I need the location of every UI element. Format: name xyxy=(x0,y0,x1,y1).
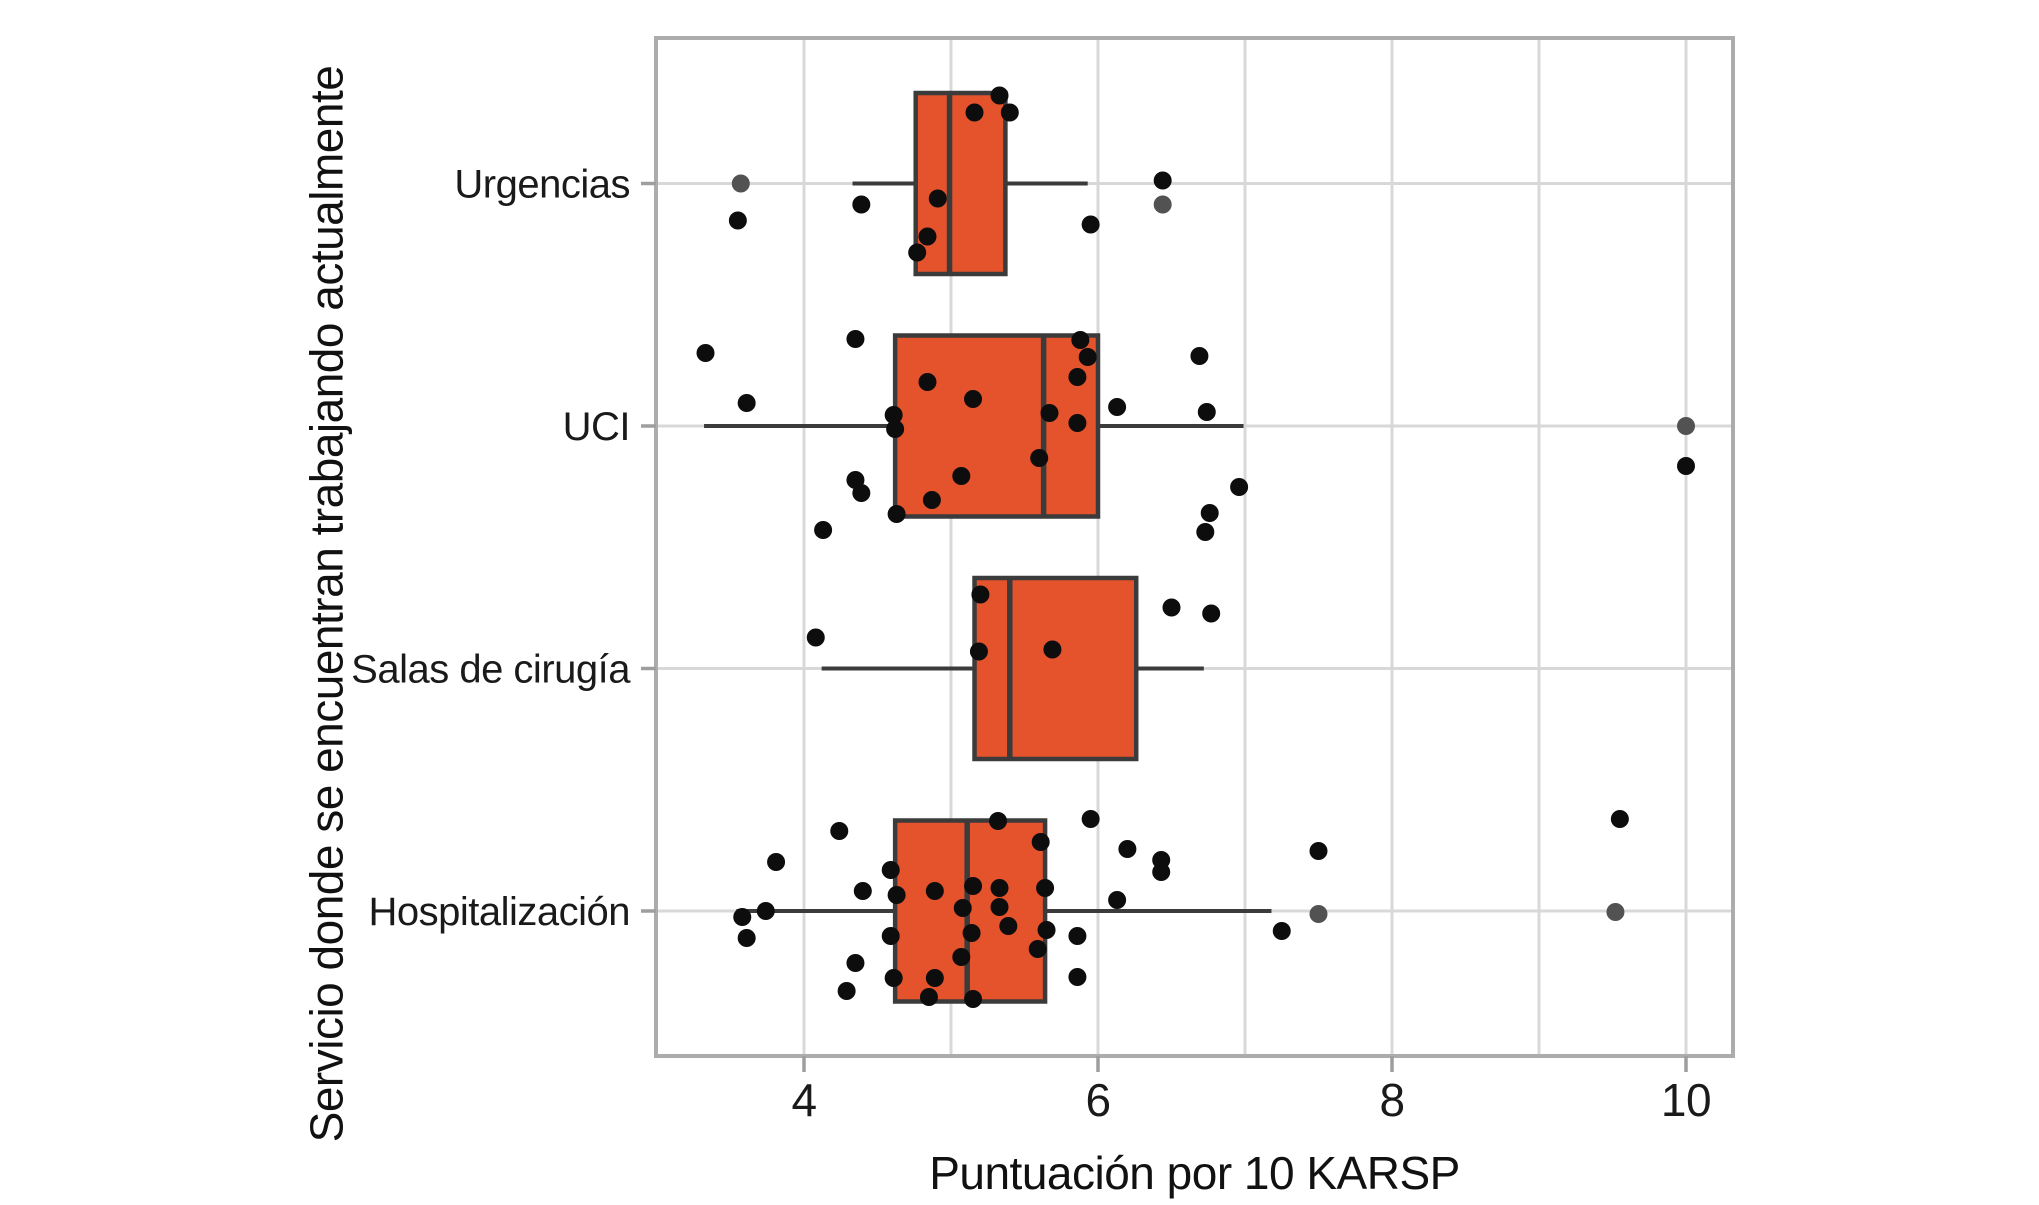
jitter-point-urgencias xyxy=(1000,103,1019,122)
jitter-point-hospitalizaci-n xyxy=(1081,810,1100,828)
jitter-point-hospitalizaci-n xyxy=(1036,879,1055,897)
x-tick-label-10: 10 xyxy=(1661,1074,1711,1126)
category-label-hospitalizaci-n: Hospitalización xyxy=(368,890,630,934)
jitter-point-uci xyxy=(1200,504,1219,522)
jitter-point-uci xyxy=(886,420,905,438)
jitter-point-uci xyxy=(922,491,941,509)
jitter-point-hospitalizaci-n xyxy=(989,812,1008,830)
jitter-point-hospitalizaci-n xyxy=(767,853,786,871)
jitter-point-uci xyxy=(884,406,903,424)
jitter-point-urgencias xyxy=(1081,215,1100,234)
jitter-point-hospitalizaci-n xyxy=(952,948,971,966)
jitter-point-urgencias xyxy=(908,243,927,262)
jitter-point-hospitalizaci-n xyxy=(1108,891,1127,909)
jitter-point-uci xyxy=(918,373,937,391)
jitter-point-hospitalizaci-n xyxy=(964,877,983,895)
jitter-point-urgencias xyxy=(928,189,947,208)
jitter-point-hospitalizaci-n xyxy=(1118,840,1137,858)
jitter-point-hospitalizaci-n xyxy=(919,988,938,1006)
jitter-point-gray-uci xyxy=(1677,417,1695,435)
jitter-point-hospitalizaci-n xyxy=(887,886,906,904)
jitter-point-salas-de-cirug-a xyxy=(1202,604,1221,623)
jitter-point-hospitalizaci-n xyxy=(733,908,752,926)
jitter-point-salas-de-cirug-a xyxy=(806,628,825,647)
jitter-point-uci xyxy=(1068,368,1087,386)
jitter-point-hospitalizaci-n xyxy=(1037,921,1056,939)
jitter-point-uci xyxy=(964,390,983,408)
jitter-point-salas-de-cirug-a xyxy=(969,642,988,661)
jitter-point-uci xyxy=(1040,404,1059,422)
jitter-point-hospitalizaci-n xyxy=(962,924,981,942)
jitter-point-urgencias xyxy=(728,211,747,230)
x-axis-title: Puntuación por 10 KARSP xyxy=(929,1147,1460,1199)
jitter-point-uci xyxy=(814,521,833,539)
x-tick-label-4: 4 xyxy=(791,1074,816,1126)
jitter-point-gray-urgencias xyxy=(731,174,750,193)
category-label-salas-de-cirug-a: Salas de cirugía xyxy=(351,648,631,692)
jitter-point-uci xyxy=(696,344,715,362)
jitter-point-uci xyxy=(952,467,971,485)
jitter-point-uci xyxy=(1108,398,1127,416)
y-axis-title: Servicio donde se encuentran trabajando … xyxy=(300,65,353,1143)
jitter-point-uci xyxy=(1196,523,1215,541)
jitter-point-hospitalizaci-n xyxy=(1068,927,1087,945)
jitter-point-hospitalizaci-n xyxy=(925,969,944,987)
jitter-point-salas-de-cirug-a xyxy=(1162,598,1181,617)
jitter-point-hospitalizaci-n xyxy=(1028,940,1047,958)
jitter-point-hospitalizaci-n xyxy=(853,882,872,900)
jitter-point-hospitalizaci-n xyxy=(1309,842,1328,860)
jitter-point-uci xyxy=(1068,414,1087,432)
jitter-point-urgencias xyxy=(852,195,871,214)
box-uci xyxy=(892,333,1101,519)
jitter-point-hospitalizaci-n xyxy=(1031,833,1050,851)
jitter-point-uci xyxy=(1190,347,1209,365)
jitter-point-uci xyxy=(852,484,871,502)
jitter-point-salas-de-cirug-a xyxy=(1043,640,1062,659)
jitter-point-gray-hospitalizaci-n xyxy=(1309,905,1328,923)
jitter-point-hospitalizaci-n xyxy=(830,822,849,840)
jitter-point-gray-hospitalizaci-n xyxy=(1606,903,1625,921)
jitter-point-uci xyxy=(1030,449,1049,467)
jitter-point-uci xyxy=(846,330,865,348)
jitter-point-gray-urgencias xyxy=(1153,195,1172,214)
jitter-point-hospitalizaci-n xyxy=(999,917,1018,935)
jitter-point-uci xyxy=(1197,403,1216,421)
jitter-point-hospitalizaci-n xyxy=(990,879,1009,897)
jitter-point-hospitalizaci-n xyxy=(1068,968,1087,986)
jitter-point-hospitalizaci-n xyxy=(884,969,903,987)
jitter-point-urgencias xyxy=(965,103,984,122)
jitter-point-hospitalizaci-n xyxy=(881,861,900,879)
category-label-urgencias: Urgencias xyxy=(454,163,630,207)
jitter-point-uci xyxy=(1677,457,1695,475)
jitter-point-hospitalizaci-n xyxy=(953,899,972,917)
jitter-point-hospitalizaci-n xyxy=(837,982,856,1000)
box-urgencias xyxy=(913,90,1008,277)
jitter-point-hospitalizaci-n xyxy=(1272,922,1291,940)
jitter-point-uci xyxy=(1078,348,1097,366)
jitter-point-hospitalizaci-n xyxy=(990,898,1009,916)
jitter-point-hospitalizaci-n xyxy=(846,954,865,972)
jitter-point-hospitalizaci-n xyxy=(881,927,900,945)
jitter-point-uci xyxy=(887,505,906,523)
jitter-point-salas-de-cirug-a xyxy=(971,585,990,604)
jitter-point-hospitalizaci-n xyxy=(925,882,944,900)
jitter-point-uci xyxy=(1071,331,1090,349)
jitter-point-uci xyxy=(1230,478,1249,496)
jitter-point-hospitalizaci-n xyxy=(1152,863,1171,881)
jitter-point-uci xyxy=(737,394,756,412)
plot-frame xyxy=(654,36,1735,1058)
jitter-point-urgencias xyxy=(990,86,1009,105)
jitter-point-hospitalizaci-n xyxy=(737,929,756,947)
x-tick-label-8: 8 xyxy=(1379,1074,1404,1126)
jitter-point-hospitalizaci-n xyxy=(756,902,775,920)
jitter-point-urgencias xyxy=(1153,171,1172,190)
x-tick-label-6: 6 xyxy=(1085,1074,1110,1126)
jitter-point-hospitalizaci-n xyxy=(964,990,983,1008)
box-salas-de-cirug-a xyxy=(972,575,1139,762)
jitter-point-hospitalizaci-n xyxy=(1610,810,1629,828)
jitter-point-urgencias xyxy=(918,227,937,246)
category-label-uci: UCI xyxy=(563,405,630,449)
